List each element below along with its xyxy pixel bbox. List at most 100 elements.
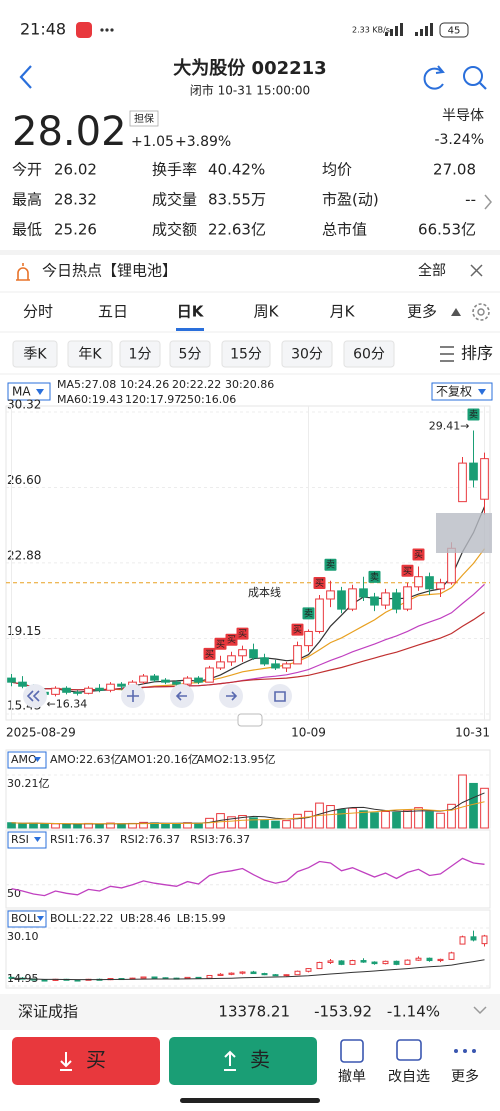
x-tick-label: 2025-08-29 [6, 726, 76, 740]
candle-body [272, 974, 279, 977]
adjust-label: 不复权 [436, 385, 472, 399]
ma-legend: 250:16.06 [180, 393, 236, 406]
tab[interactable]: 日K [177, 303, 205, 321]
hot-topic[interactable]: 今日热点【锂电池】 [42, 262, 177, 280]
expand-chevron[interactable] [484, 194, 492, 210]
adjust-selector[interactable] [431, 382, 493, 401]
period-button[interactable] [12, 340, 58, 368]
candle-body [415, 957, 422, 961]
stat-label: 今开 [12, 161, 42, 179]
status-time: 21:48 [20, 20, 66, 39]
period-button[interactable] [169, 340, 211, 368]
buy-icon [60, 1052, 72, 1071]
search-button[interactable] [463, 66, 483, 86]
stat-label: 成交量 [152, 191, 197, 209]
dot [472, 1049, 476, 1053]
candle-body [84, 687, 93, 694]
period-label: 30分 [291, 347, 323, 363]
index-value: 13378.21 [218, 1003, 290, 1021]
control-button[interactable] [268, 684, 292, 708]
candle-body [216, 661, 225, 669]
trade-marker-label: 买 [227, 635, 236, 646]
buy-button[interactable] [12, 1037, 160, 1085]
volume-bar [469, 782, 478, 829]
candle-body [172, 681, 181, 685]
more-arrow [451, 308, 461, 316]
battery [439, 22, 469, 38]
settings-button[interactable] [472, 303, 490, 321]
candle-body [470, 936, 477, 941]
candle-body [261, 973, 268, 976]
candle-body [194, 677, 203, 683]
tab[interactable]: 分时 [23, 303, 53, 321]
candle-body [327, 960, 334, 963]
period-button[interactable] [221, 340, 271, 368]
cost-line-label: 成本线 [248, 585, 281, 599]
refresh-button[interactable] [423, 67, 444, 90]
tab[interactable]: 周K [254, 303, 280, 321]
period-button[interactable] [343, 340, 395, 368]
close-hot[interactable] [470, 264, 483, 277]
period-button[interactable] [281, 340, 333, 368]
period-label: 1分 [129, 347, 152, 363]
tab[interactable]: 五日 [98, 303, 128, 321]
period-button[interactable] [119, 340, 161, 368]
tab[interactable]: 更多 [407, 303, 437, 321]
dot [105, 28, 109, 32]
back-button[interactable] [19, 65, 32, 89]
y-tick-label: 30.32 [7, 398, 41, 412]
sector[interactable]: 半导体 [442, 108, 484, 124]
indicator-legend: BOLL:22.22 [50, 912, 113, 925]
candle-body [239, 971, 246, 974]
candle-body [294, 970, 301, 976]
ma-legend: MA60:19.43 [57, 393, 123, 406]
trade-marker-label: 买 [205, 649, 214, 660]
candle-body [140, 976, 147, 979]
volume-bar [106, 822, 115, 829]
indicator-selector[interactable] [7, 910, 47, 928]
volume-bar [18, 823, 27, 829]
candle-body [282, 663, 291, 669]
hot-more[interactable]: 全部 [418, 262, 446, 279]
indicator-legend: AMO1:20.16亿 [120, 753, 199, 766]
stat-value: 28.32 [54, 191, 97, 209]
candle-body [304, 630, 313, 647]
volume-bar [436, 812, 445, 829]
tool-label[interactable]: 改自选 [388, 1069, 430, 1085]
stat-label: 换手率 [152, 161, 197, 179]
candle-body [51, 687, 60, 695]
trade-marker [324, 558, 337, 571]
candle-body [348, 588, 357, 610]
boll-mid-line [11, 959, 485, 981]
indicator-legend: UB:28.46 [120, 912, 171, 925]
ma-selector[interactable] [7, 382, 51, 401]
volume-bar [271, 820, 280, 829]
panel-frame [5, 749, 491, 829]
candle-body [62, 687, 71, 693]
candle-body [250, 971, 257, 975]
tool-label[interactable]: 更多 [451, 1068, 479, 1085]
sell-button[interactable] [169, 1037, 317, 1085]
volume-bar [326, 805, 335, 829]
index-bar[interactable] [0, 994, 500, 1030]
candle-body [151, 976, 158, 979]
stat-label: 均价 [322, 161, 352, 179]
tab[interactable]: 月K [330, 303, 356, 321]
volume-bar [359, 810, 368, 829]
tool-label[interactable]: 撤单 [338, 1069, 366, 1085]
indicator-selector[interactable] [7, 831, 47, 849]
buy-label: 买 [86, 1048, 106, 1072]
trade-marker-label: 买 [315, 578, 324, 589]
candle-body [448, 952, 455, 960]
period-bar: 季K 年K 1分 5分 15分 30分 60分 [12, 340, 395, 368]
period-button[interactable] [67, 340, 113, 368]
volume-bar [62, 823, 71, 829]
candle-body [139, 675, 148, 683]
drag-handle[interactable] [237, 713, 263, 727]
candle-body [393, 960, 400, 965]
dot [110, 28, 114, 32]
indicator-selector[interactable] [7, 751, 47, 769]
sort-button[interactable]: 排序 [461, 344, 493, 363]
battery-level: 45 [448, 26, 461, 37]
